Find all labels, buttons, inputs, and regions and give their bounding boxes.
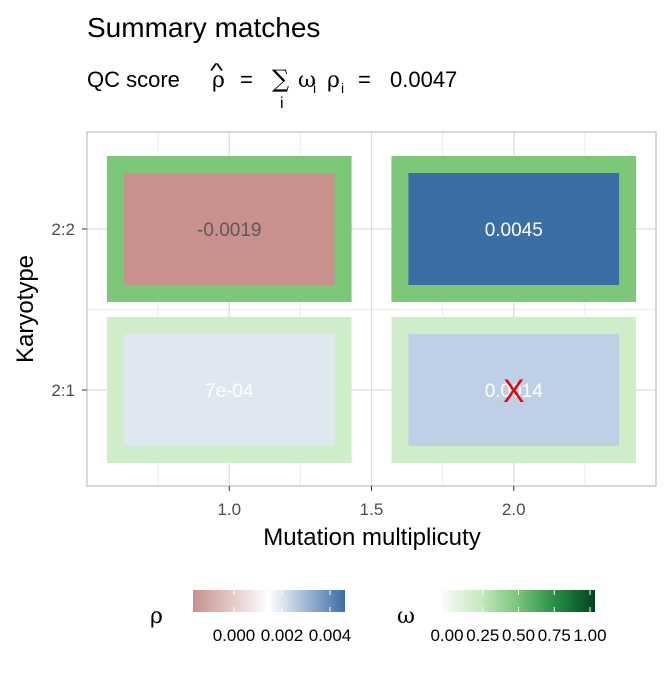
cell-marker: X: [503, 373, 524, 409]
chart-title: Summary matches: [87, 12, 320, 43]
subtitle-hat: ^: [210, 60, 224, 82]
chart-subtitle: QC score ρ ^ = ∑ i ω i ρ i = 0.0047: [87, 60, 457, 112]
cell-rho-fill: [123, 173, 335, 285]
cell-rho-fill: [408, 173, 620, 285]
cell-value-label: 0.0014: [485, 381, 544, 402]
legend-omega-tick-label: 0.00: [430, 626, 463, 645]
legend-rho-tick-label: 0.002: [261, 626, 304, 645]
subtitle-equals-2: =: [358, 67, 371, 92]
x-tick-label: 2.0: [502, 500, 526, 519]
subtitle-prefix: QC score: [87, 67, 180, 92]
subtitle-rho-sub: i: [341, 80, 344, 96]
legend-rho-ticks: 0.000 0.002 0.004: [213, 590, 352, 645]
cell-rho-fill: [123, 334, 335, 446]
legend-rho-title: ρ: [150, 604, 163, 629]
subtitle-rho: ρ: [327, 68, 340, 93]
x-axis-ticks: 1.0 1.5 2.0: [217, 486, 526, 519]
subtitle-omega-sub: i: [313, 80, 316, 96]
y-axis-ticks: 2:1 2:2: [51, 220, 87, 400]
y-tick-label: 2:2: [51, 220, 75, 239]
legend-rho-colorbar: [193, 590, 345, 612]
legend: ρ 0.000 0.002 0.004 ω 0.00 0.25 0.50 0.75 1.00: [150, 590, 607, 645]
y-tick-label: 2:1: [51, 381, 75, 400]
y-axis-label: Karyotype: [12, 255, 39, 363]
x-tick-label: 1.0: [217, 500, 241, 519]
x-axis-label: Mutation multiplicuty: [263, 524, 480, 551]
legend-omega-ticks: 0.00 0.25 0.50 0.75 1.00: [430, 590, 607, 645]
subtitle-sum-index: i: [280, 95, 284, 112]
legend-omega-tick-label: 0.25: [466, 626, 499, 645]
x-tick-label: 1.5: [360, 500, 384, 519]
subtitle-sum: ∑: [272, 65, 289, 93]
legend-rho-tick-label: 0.004: [309, 626, 352, 645]
cell-rho-fill: [408, 334, 620, 446]
subtitle-value: 0.0047: [390, 67, 457, 92]
legend-omega-title: ω: [397, 604, 415, 629]
cell-value-label: 0.0045: [485, 220, 543, 241]
legend-omega-tick-label: 1.00: [573, 626, 606, 645]
legend-omega-colorbar: [443, 590, 595, 612]
subtitle-rho-hat: ρ: [212, 68, 225, 93]
legend-omega-tick-label: 0.75: [538, 626, 571, 645]
subtitle-omega: ω: [298, 68, 316, 93]
cell-value-label: 7e-04: [205, 381, 254, 402]
heatmap-cell: -0.0019: [106, 156, 352, 302]
legend-rho-tick-label: 0.000: [213, 626, 256, 645]
legend-omega-tick-label: 0.50: [502, 626, 535, 645]
cell-value-label: -0.0019: [197, 220, 261, 241]
heatmap-cell: 7e-04: [106, 317, 352, 463]
subtitle-equals-1: =: [240, 67, 253, 92]
heatmap-cell: 0.0045: [391, 156, 637, 302]
